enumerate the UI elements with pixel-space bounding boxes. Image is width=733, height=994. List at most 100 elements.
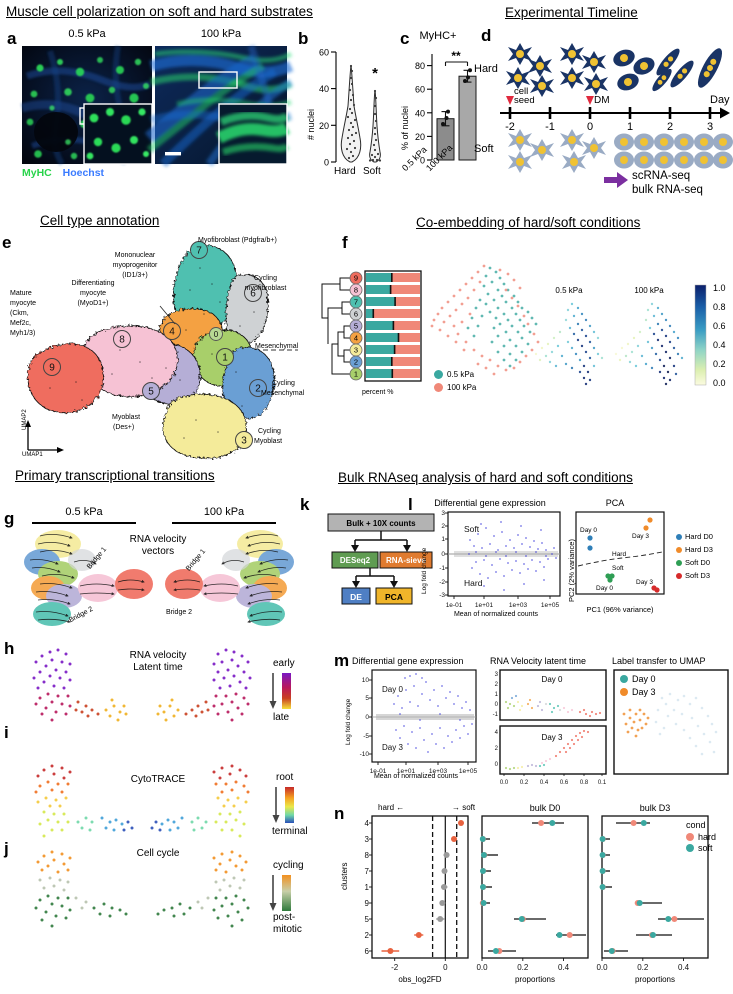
panel-f-colorbar [694,284,711,386]
panel-h-scale-bar [268,671,308,711]
svg-text:1: 1 [354,370,358,379]
svg-text:3: 3 [707,121,713,133]
legend-dot-hard [434,383,443,392]
panel-f-legend-label-soft: 0.5 kPa [447,370,475,379]
svg-text:0.4: 0.4 [540,780,549,786]
panel-f-umap-title-hard: 100 kPa [634,286,664,295]
svg-text:seed: seed [514,95,535,106]
label-cycling-mes-2: Mesenchymal [261,390,305,397]
svg-text:9: 9 [365,899,370,908]
section-title-e: Cell type annotation [40,213,160,228]
panel-g-velocity-plots [24,526,294,638]
svg-text:8: 8 [119,335,125,346]
svg-text:Soft: Soft [612,565,624,572]
panel-a-right-title: 100 kPa [200,28,242,40]
svg-text:20: 20 [319,121,329,131]
svg-text:Day 0: Day 0 [580,527,597,534]
cb-tick-4: 0.4 [713,340,726,350]
panel-i-label: CytoTRACE [130,774,186,785]
panel-a-left-title: 0.5 kPa [68,28,106,40]
panel-l-legend-soft-d0: Soft D0 [685,558,711,567]
label-cycling-myo-1: Cycling [258,428,281,435]
panel-letter-k: k [300,495,310,514]
label-diff-myocyte-3: (MyoD1+) [77,300,109,307]
panel-m-ma-plot: 10 5 0 -5 -10 1e-01 1e+01 1e+03 1e+05 Day 0 Day… [350,668,478,780]
panel-c-title: MyHC+ [419,30,457,42]
svg-text:8: 8 [354,286,358,295]
svg-text:0.8: 0.8 [580,780,589,786]
panel-letter-e: e [2,233,12,252]
svg-text:40: 40 [319,84,329,94]
label-mononuclear-2: myoprogenitor [112,262,158,269]
panel-i-umaps [24,760,260,848]
svg-text:0.0: 0.0 [500,780,509,786]
panel-h-scale-bottom: late [273,712,290,723]
svg-text:5: 5 [148,387,154,398]
panel-j-scale-bottom-2: mitotic [273,924,302,935]
legend-hoechst: Hoechst [62,167,105,179]
panel-f-density-umap-soft [528,296,610,388]
svg-text:2: 2 [495,682,499,688]
svg-text:1e+01: 1e+01 [475,602,494,609]
panel-n-header-hard: hard ← [378,803,405,812]
panel-k-node-rnasieve: RNA-sieve [385,556,426,565]
svg-text:1e+05: 1e+05 [541,602,560,609]
svg-text:1e-01: 1e-01 [370,768,387,775]
panel-j-label: Cell cycle [136,848,180,859]
panel-letter-i: i [4,723,9,742]
svg-text:-2: -2 [505,121,515,133]
legend-myhc: MyHC [22,167,52,179]
panel-b-tick-soft: Soft [363,166,381,177]
panel-n-legend-title: cond [686,820,706,830]
svg-text:2: 2 [255,384,261,395]
panel-e-umap: 7 6 4 1 2 5 3 8 9 0 [20,228,320,459]
panel-l-pca-xlabel: PC1 (96% variance) [586,605,654,614]
panel-i-scale-bottom: terminal [272,826,308,837]
label-cycling-myofib-1: Cycling [254,275,277,282]
panel-m-label-transfer-title: Label transfer to UMAP [612,656,706,666]
svg-text:0.6: 0.6 [560,780,569,786]
svg-text:3: 3 [241,436,247,447]
label-mature-2: myocyte [10,300,37,307]
label-mature-3: (Ckm, [10,310,29,317]
panel-h-label-1: RNA velocity [129,650,187,661]
legend-dot-soft-d0 [676,559,682,566]
svg-text:0: 0 [365,714,369,721]
svg-text:Day 3: Day 3 [382,743,403,752]
svg-text:9: 9 [49,363,55,374]
panel-i-scale-bar [271,785,311,825]
panel-m-ma-title: Differential gene expression [352,656,464,666]
label-myoblast-2: (Des+) [113,424,135,431]
panel-letter-f: f [342,233,348,252]
svg-text:0.2: 0.2 [517,963,529,972]
svg-text:Day 0: Day 0 [542,675,563,684]
svg-text:2: 2 [441,523,445,530]
panel-l-pca-plot: Day 0 Day 3 Hard Soft Day 0 Day 3 [574,510,666,602]
svg-text:0: 0 [441,551,445,558]
svg-text:5: 5 [354,322,358,331]
panel-b-tick-hard: Hard [334,166,356,177]
panel-d-output-bulk: bulk RNA-seq [632,184,703,196]
svg-text:0.0: 0.0 [476,963,488,972]
panel-m-legend-label-day3: Day 3 [632,687,656,697]
panel-h-umaps [24,644,260,728]
panel-f-colorbar-ticks: 1.0 0.8 0.6 0.4 0.2 0.0 [713,279,726,393]
cb-tick-2: 0.8 [713,302,726,312]
panel-g-title-hard: 100 kPa [203,506,245,518]
svg-text:7: 7 [354,298,358,307]
panel-letter-d: d [481,26,492,45]
panel-m-velocity-title: RNA Velocity latent time [490,656,587,666]
panel-g-center-label-1: RNA velocity [129,534,187,545]
svg-text:4: 4 [354,334,358,343]
svg-text:-1: -1 [545,121,555,133]
cb-tick-5: 0.2 [713,359,726,369]
svg-text:*: * [372,65,378,82]
svg-text:proportions: proportions [635,975,675,984]
svg-text:60: 60 [415,85,425,95]
panel-letter-b: b [298,29,309,48]
svg-text:8: 8 [365,851,370,860]
svg-text:1: 1 [441,536,445,543]
panel-g-rule-hard [172,522,276,524]
svg-text:**: ** [451,49,461,63]
panel-n-legend-hard: hard [698,832,717,842]
